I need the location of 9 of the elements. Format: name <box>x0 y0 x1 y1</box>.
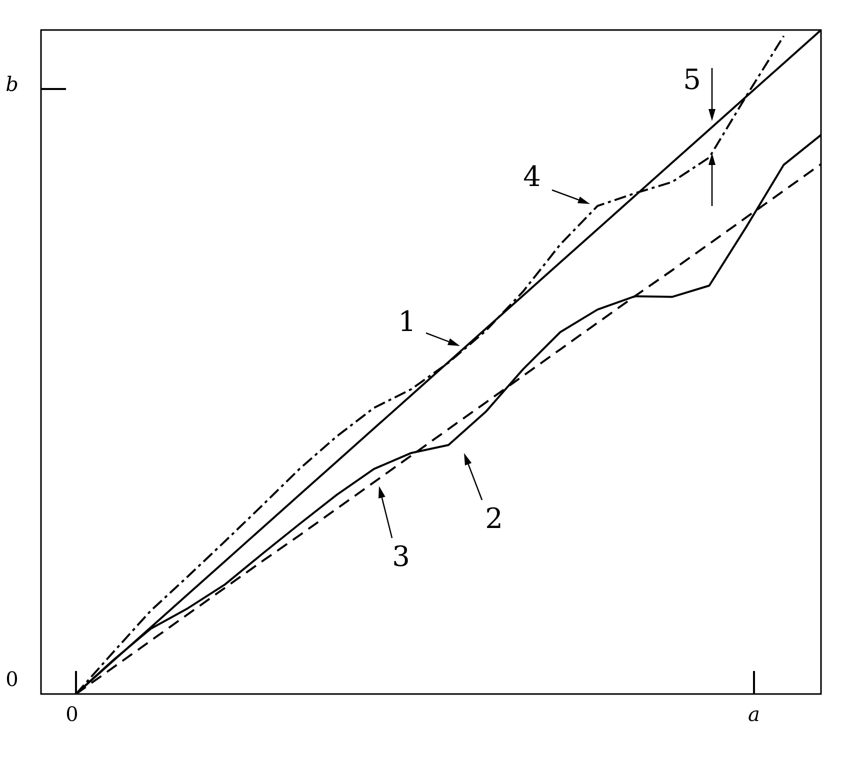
annotation: 5 <box>683 63 701 96</box>
text: a <box>748 702 760 726</box>
annotation: 1 <box>398 305 416 338</box>
annotation: 3 <box>392 540 410 573</box>
annotation: 2 <box>485 502 503 535</box>
text: 0 <box>66 702 78 726</box>
annotation: 4 <box>523 160 541 193</box>
text: 0 <box>6 667 18 691</box>
text: b <box>6 72 18 96</box>
